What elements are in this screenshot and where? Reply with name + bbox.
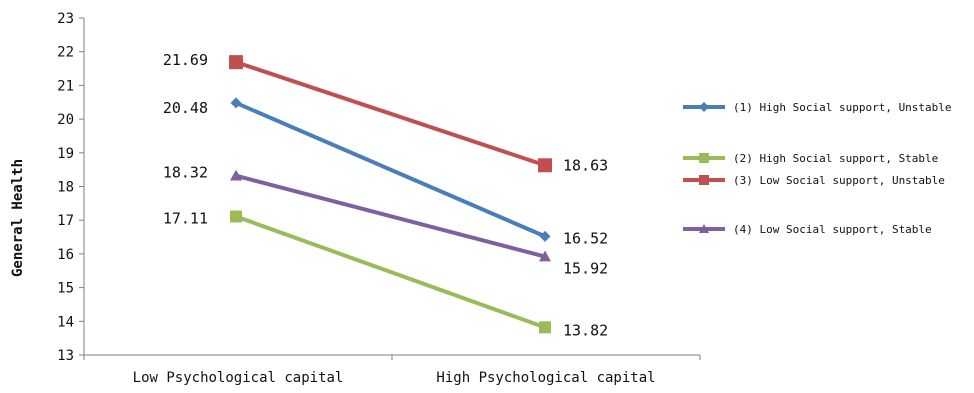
y-tick-label: 22 <box>57 45 74 61</box>
data-label: 18.32 <box>163 164 208 182</box>
series-line-1 <box>235 101 546 239</box>
series-line-4 <box>235 173 546 259</box>
legend-swatch-marker <box>699 153 709 163</box>
data-point-marker <box>538 158 552 173</box>
data-label: 17.11 <box>163 209 208 227</box>
legend-swatch-marker <box>699 175 709 185</box>
series-group <box>229 55 552 334</box>
axes: 13 14 15 16 17 18 19 20 21 22 23 Low Psychological … <box>57 11 701 386</box>
data-labels: 20.48 16.52 17.11 13.82 21.69 18.63 18.32 15.92 <box>163 51 608 339</box>
legend-swatch-marker <box>699 102 709 112</box>
series-line-2 <box>235 214 546 330</box>
y-tick-label: 23 <box>57 11 74 27</box>
legend-entry-label: (4) Low Social support, Stable <box>733 223 932 236</box>
data-point-marker <box>539 250 551 262</box>
legend-swatch-marker <box>699 224 709 233</box>
data-point-marker <box>230 169 242 181</box>
series-line-3 <box>235 60 546 168</box>
data-label: 13.82 <box>563 321 608 339</box>
y-tick-label: 16 <box>57 247 74 263</box>
data-label: 21.69 <box>163 51 208 69</box>
data-point-marker <box>539 230 551 242</box>
y-tick-label: 18 <box>57 180 74 196</box>
x-category-label: High Psychological capital <box>436 370 655 386</box>
legend-entry-label: (2) High Social support, Stable <box>733 152 938 165</box>
y-tick-label: 20 <box>57 112 74 128</box>
x-category-label: Low Psychological capital <box>133 370 344 386</box>
y-tick-label: 14 <box>57 314 74 330</box>
y-tick-label: 15 <box>57 281 74 297</box>
y-tick-label: 19 <box>57 146 74 162</box>
legend-entry-label: (1) High Social support, Unstable <box>733 101 952 114</box>
legend-entry-label: (3) Low Social support, Unstable <box>733 174 945 187</box>
data-point-marker <box>229 55 243 70</box>
y-tick-label: 13 <box>57 348 74 364</box>
data-label: 20.48 <box>163 99 208 117</box>
y-tick-label: 21 <box>57 78 74 94</box>
legend: (1) High Social support, Unstable (2) Hig… <box>683 101 952 236</box>
data-label: 16.52 <box>563 229 608 247</box>
data-point-marker <box>230 210 242 223</box>
data-label: 15.92 <box>563 260 608 278</box>
data-point-marker <box>539 321 551 334</box>
data-point-marker <box>230 97 242 109</box>
data-label: 18.63 <box>563 156 608 174</box>
y-tick-label: 17 <box>57 213 74 229</box>
y-axis-title: General Health <box>10 159 26 277</box>
